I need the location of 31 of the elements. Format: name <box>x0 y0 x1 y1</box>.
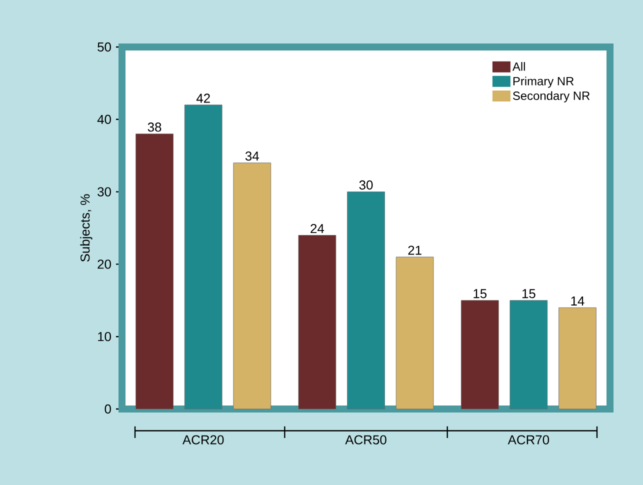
bar <box>396 256 434 410</box>
y-tick-label: 0 <box>104 404 111 414</box>
y-tick-label: 40 <box>97 114 111 124</box>
data-label: 15 <box>474 289 487 298</box>
y-tick-label: 30 <box>98 187 111 196</box>
bar <box>347 192 385 410</box>
data-label: 15 <box>522 289 536 298</box>
bar <box>136 134 174 410</box>
y-tick-label: 10 <box>98 332 111 342</box>
data-label: 14 <box>571 296 584 306</box>
bar <box>184 104 222 410</box>
y-axis-title: Subjects, % <box>80 194 92 262</box>
legend-label: Primary NR <box>513 76 574 88</box>
bar <box>510 300 548 410</box>
legend-label: All <box>512 62 525 71</box>
data-label: 42 <box>196 94 210 103</box>
x-tick-label: ACR20 <box>182 435 224 444</box>
data-label: 38 <box>148 122 162 132</box>
x-tick-label: ACR50 <box>345 435 386 444</box>
bar <box>558 307 596 410</box>
legend-label: Secondary NR <box>512 91 590 102</box>
y-tick-label: 20 <box>98 260 111 269</box>
x-tick-label: ACR70 <box>508 435 550 444</box>
y-tick-label: 50 <box>98 42 111 52</box>
data-label: 34 <box>245 151 259 161</box>
data-label: 21 <box>408 246 422 255</box>
bar <box>233 162 272 410</box>
data-label: 24 <box>310 224 324 234</box>
data-label: 30 <box>359 180 373 190</box>
bar <box>298 235 336 410</box>
bar <box>460 300 499 410</box>
